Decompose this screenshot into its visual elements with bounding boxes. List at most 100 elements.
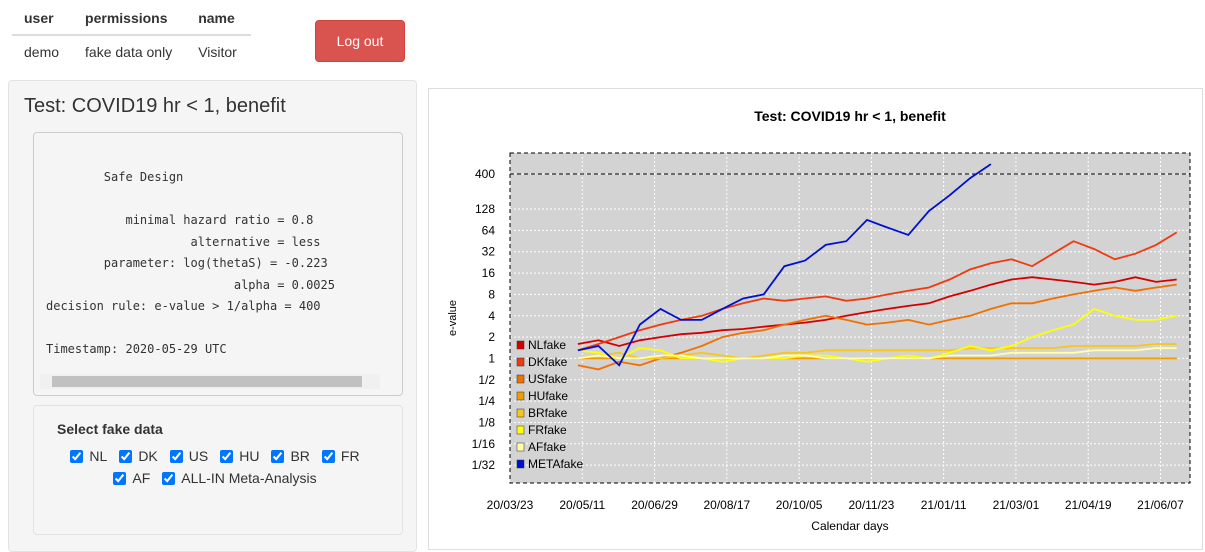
checkbox[interactable] xyxy=(220,449,234,463)
checkbox[interactable] xyxy=(119,449,133,463)
user-table: user permissions name demo fake data only Vis… xyxy=(12,6,251,64)
select-title: Select fake data xyxy=(57,421,163,437)
design-line: decision rule: e-value > 1/alpha = 400 xyxy=(46,299,321,313)
design-line: alternative = less xyxy=(46,234,321,249)
x-tick-label: 20/10/05 xyxy=(776,498,823,512)
y-tick-label: 1/4 xyxy=(478,394,495,408)
design-line: minimal hazard ratio = 0.8 xyxy=(46,213,314,227)
design-line: alpha = 0.0025 xyxy=(46,277,335,292)
y-tick-label: 32 xyxy=(482,245,496,259)
table-cell: Visitor xyxy=(198,44,237,60)
design-line: parameter: log(thetaS) = -0.223 xyxy=(46,256,328,270)
scrollbar[interactable] xyxy=(40,374,380,389)
legend-swatch xyxy=(516,442,525,452)
checkbox[interactable] xyxy=(162,471,176,485)
checkbox-label: DK xyxy=(138,448,158,464)
table-row: demo fake data only Visitor xyxy=(12,35,251,64)
x-tick-label: 21/04/19 xyxy=(1065,498,1112,512)
x-tick-label: 21/01/11 xyxy=(921,498,967,512)
legend-label: HUfake xyxy=(528,389,568,403)
checkbox-option[interactable]: US xyxy=(169,448,209,464)
y-tick-label: 16 xyxy=(482,266,496,280)
plot-background xyxy=(510,153,1190,483)
legend-swatch xyxy=(516,425,525,435)
checkbox-label: AF xyxy=(132,470,151,486)
design-output: Safe Design minimal hazard ratio = 0.8 a… xyxy=(33,132,403,396)
legend-label: NLfake xyxy=(528,338,566,352)
legend-swatch xyxy=(516,408,525,418)
table-header: name xyxy=(186,6,251,36)
checkbox-option[interactable]: HU xyxy=(220,448,259,464)
options: NL DK US HU BR FR AF ALL-IN Meta-Analysis xyxy=(50,448,380,486)
legend-label: METAfake xyxy=(528,457,583,471)
legend-label: BRfake xyxy=(528,406,568,420)
series-line xyxy=(577,276,1177,347)
checkbox-label: US xyxy=(188,448,209,464)
y-tick-label: 1/8 xyxy=(478,415,495,429)
y-tick-label: 400 xyxy=(475,167,495,181)
x-tick-label: 20/08/17 xyxy=(703,498,750,512)
series-line xyxy=(577,307,1177,363)
checkbox-option[interactable]: DK xyxy=(119,448,158,464)
checkbox-option[interactable]: AF xyxy=(113,470,150,486)
x-tick-label: 21/06/07 xyxy=(1137,498,1184,512)
x-axis-label: Calendar days xyxy=(811,519,888,533)
legend-label: DKfake xyxy=(528,355,568,369)
x-tick-label: 20/05/11 xyxy=(559,498,605,512)
table-cell: fake data only xyxy=(85,44,173,60)
x-tick-label: 20/03/23 xyxy=(487,498,534,512)
legend-label: AFfake xyxy=(528,440,566,454)
chart: Test: COVID19 hr < 1, benefit 1/32 1/16 1/8… xyxy=(447,108,1191,533)
legend-label: FRfake xyxy=(528,423,567,437)
design-line: Timestamp: 2020-05-29 UTC xyxy=(46,342,227,356)
y-tick-label: 4 xyxy=(488,309,495,323)
x-tick-label: 21/03/01 xyxy=(993,498,1040,512)
design-line xyxy=(46,318,402,340)
design-line xyxy=(46,189,402,211)
x-tick-label: 20/11/23 xyxy=(848,498,894,512)
checkbox-option[interactable]: BR xyxy=(271,448,310,464)
checkbox-option[interactable]: NL xyxy=(70,448,107,464)
checkbox-option[interactable]: ALL-IN Meta-Analysis xyxy=(162,470,317,486)
series-line xyxy=(577,231,1178,352)
series-line xyxy=(577,347,1177,360)
checkbox[interactable] xyxy=(271,449,285,463)
y-tick-label: 128 xyxy=(475,202,495,216)
y-tick-label: 1/16 xyxy=(472,437,496,451)
logout-button[interactable]: Log out xyxy=(315,20,405,62)
legend-swatch xyxy=(516,391,525,401)
checkbox-label: BR xyxy=(290,448,310,464)
table-header: permissions xyxy=(73,6,187,36)
y-tick-label: 64 xyxy=(482,223,496,237)
checkbox[interactable] xyxy=(113,471,127,485)
y-tick-label: 1/2 xyxy=(478,373,495,387)
table-header: user xyxy=(12,6,74,36)
checkbox-label: NL xyxy=(89,448,108,464)
checkbox-label: ALL-IN Meta-Analysis xyxy=(181,470,317,486)
legend-swatch xyxy=(516,374,525,384)
y-axis-label: e-value xyxy=(447,300,459,336)
series-line xyxy=(577,283,1177,371)
checkbox[interactable] xyxy=(169,449,183,463)
table-cell: demo xyxy=(24,44,60,60)
plot-border xyxy=(509,152,1191,484)
checkbox-label: FR xyxy=(340,448,360,464)
checkbox[interactable] xyxy=(321,449,335,463)
y-tick-label: 1 xyxy=(488,351,495,365)
chart-title: Test: COVID19 hr < 1, benefit xyxy=(754,108,946,124)
y-tick-label: 2 xyxy=(488,330,495,344)
checkbox-option[interactable]: FR xyxy=(321,448,360,464)
checkbox-label: HU xyxy=(239,448,260,464)
legend-swatch xyxy=(516,459,525,469)
y-tick-label: 8 xyxy=(488,287,495,301)
legend-swatch xyxy=(516,340,525,350)
y-tick-label: 1/32 xyxy=(472,458,496,472)
x-tick-label: 20/06/29 xyxy=(631,498,678,512)
series-line xyxy=(577,163,992,367)
design-line: Safe Design xyxy=(46,170,184,184)
sidebar-title: Test: COVID19 hr < 1, benefit xyxy=(24,95,286,117)
select-panel xyxy=(33,405,403,535)
checkbox[interactable] xyxy=(70,449,84,463)
legend-label: USfake xyxy=(528,372,568,386)
